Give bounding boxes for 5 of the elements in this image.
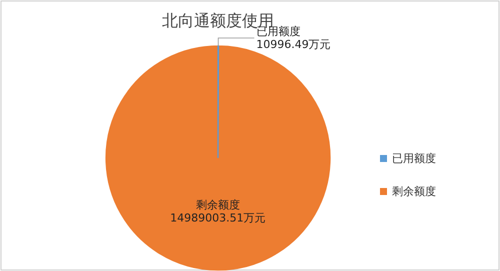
legend-label: 已用额度 bbox=[392, 152, 436, 165]
legend-label: 剩余额度 bbox=[392, 185, 436, 198]
slice-label: 剩余额度 bbox=[196, 198, 240, 212]
data-label: 10996.49万元 bbox=[256, 38, 331, 51]
data-label: 14989003.51万元 bbox=[170, 211, 266, 224]
